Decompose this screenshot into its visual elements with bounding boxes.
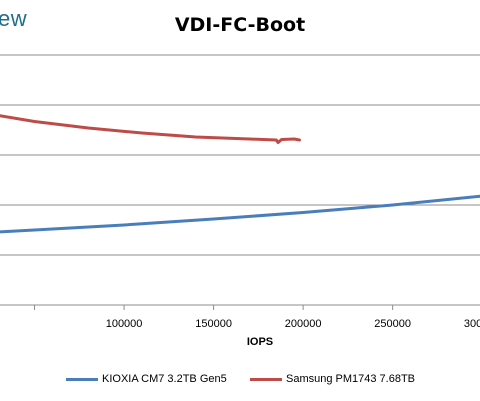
series-line-0	[0, 194, 480, 234]
legend-swatch-samsung	[250, 377, 282, 381]
series-lines	[0, 114, 480, 234]
legend-item-samsung: Samsung PM1743 7.68TB	[250, 373, 415, 385]
x-tick-label: 300000	[464, 318, 480, 330]
legend-label-kioxia: KIOXIA CM7 3.2TB Gen5	[102, 373, 227, 385]
x-axis-label: IOPS	[246, 336, 274, 348]
brand-logo-fragment: ew	[0, 6, 28, 31]
x-tick-label: 100000	[106, 318, 143, 330]
x-tick-label: 150000	[195, 318, 232, 330]
gridlines	[0, 54, 480, 256]
x-tick-labels: 100000 150000 200000 250000 300000	[106, 318, 480, 330]
chart-title: VDI-FC-Boot	[174, 14, 306, 36]
x-tick-label: 250000	[374, 318, 411, 330]
x-axis	[0, 304, 480, 310]
legend-label-samsung: Samsung PM1743 7.68TB	[286, 373, 416, 385]
legend-item-kioxia: KIOXIA CM7 3.2TB Gen5	[66, 373, 227, 385]
legend-swatch-kioxia	[66, 377, 98, 381]
series-line-1	[0, 114, 301, 144]
x-tick-label: 200000	[285, 318, 322, 330]
